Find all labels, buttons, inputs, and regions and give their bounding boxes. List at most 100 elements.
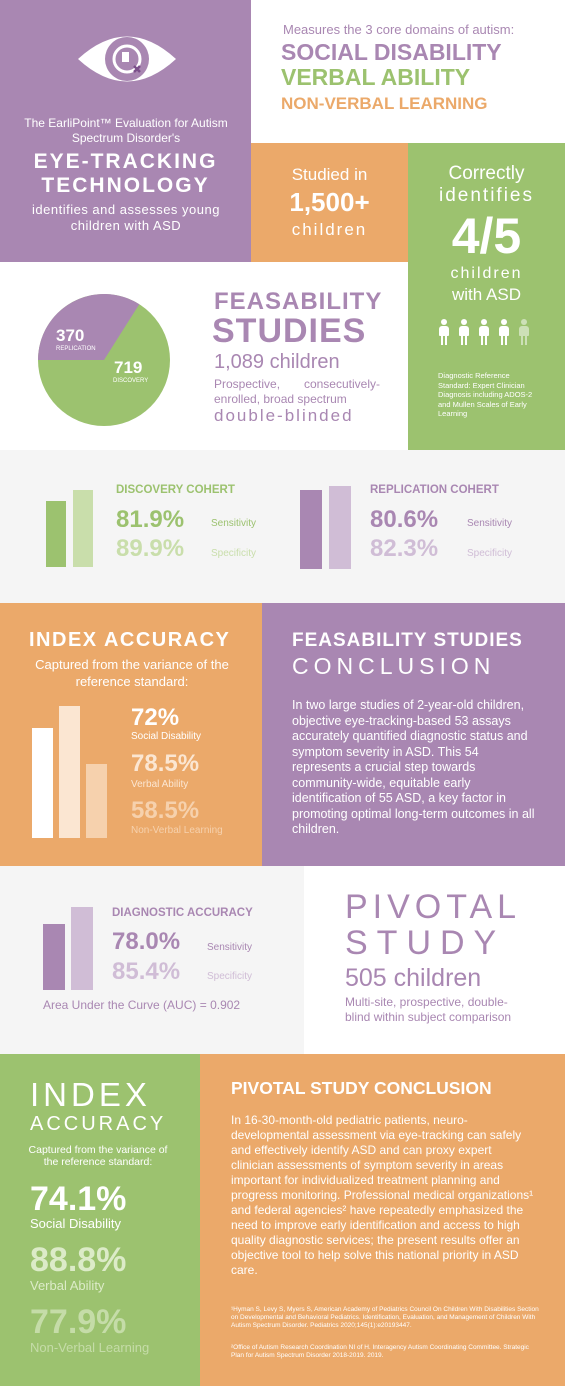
feasibility-panel: 370 REPLICATION 719 DISCOVERY FEASABILIT…	[0, 262, 408, 450]
studied-label-1: Studied in	[291, 165, 368, 184]
conclusion2-title: PIVOTAL STUDY CONCLUSION	[231, 1078, 492, 1098]
person-icon	[518, 319, 530, 345]
index-value-social: 72%	[131, 704, 180, 731]
discovery-specificity-bar	[73, 490, 93, 567]
diagnostic-title: DIAGNOSTIC ACCURACY	[112, 907, 253, 919]
reference-1: ¹Hyman S, Levy S, Myers S, American Acad…	[231, 1306, 539, 1329]
replication-specificity-label: Specificity	[467, 548, 513, 559]
people-icons	[438, 319, 538, 347]
pivotal-conclusion-panel: PIVOTAL STUDY CONCLUSION In 16-30-month-…	[200, 1054, 565, 1386]
index2-label-social: Social Disability	[30, 1216, 122, 1231]
social-disability-bar	[32, 727, 53, 838]
index-accuracy-2-panel: INDEX ACCURACY Captured from the varianc…	[0, 1054, 200, 1386]
discovery-bars	[46, 490, 96, 567]
index-label-social: Social Disability	[131, 731, 202, 742]
index2-value-verbal: 88.8%	[30, 1241, 127, 1279]
person-icon	[498, 319, 510, 345]
discovery-title: DISCOVERY COHERT	[116, 484, 235, 496]
index2-sub: Captured from the variance of the refere…	[28, 1144, 168, 1168]
pie-discovery-label: DISCOVERY	[113, 378, 149, 384]
domain-nonverbal: NON-VERBAL LEARNING	[281, 94, 488, 113]
feasibility-desc: Prospective, consecutively-enrolled, bro…	[214, 377, 380, 406]
replication-sensitivity-bar	[300, 489, 322, 569]
identifies-label-2: identifies	[439, 185, 534, 206]
hero-headline-2: TECHNOLOGY	[41, 174, 210, 197]
feasibility-title-2: STUDIES	[212, 312, 367, 350]
pie-replication-label: REPLICATION	[56, 346, 96, 352]
studied-panel: Studied in 1,500+ children	[251, 143, 408, 262]
feasibility-blinded: double-blinded	[214, 406, 354, 425]
studied-label-2: children	[291, 220, 368, 239]
replication-title: REPLICATION COHERT	[370, 484, 499, 496]
index-label-verbal: Verbal Ability	[131, 779, 189, 790]
index2-value-nonverbal: 77.9%	[30, 1303, 127, 1341]
reference-2: ²Office of Autism Research Coordination …	[231, 1344, 529, 1359]
index-accuracy-bars	[32, 703, 112, 838]
identifies-panel: Correctly identifies 4/5 children with A…	[408, 143, 565, 450]
domains-intro: Measures the 3 core domains of autism:	[283, 22, 515, 37]
diagnostic-bars	[43, 907, 98, 990]
diagnostic-specificity-label: Specificity	[207, 971, 253, 982]
hero-sub: identifies and assesses young children w…	[32, 202, 220, 233]
pie-replication-value: 370	[56, 326, 85, 345]
discovery-sensitivity: 81.9%	[116, 506, 185, 533]
pivotal-count: 505 children	[345, 964, 482, 992]
hero-panel: The EarliPoint™ Evaluation for Autism Sp…	[0, 0, 251, 262]
cohort-pie-chart	[38, 294, 170, 426]
diagnostic-sensitivity-label: Sensitivity	[207, 942, 253, 953]
hero-headline-1: EYE-TRACKING	[33, 150, 218, 173]
person-icon	[478, 319, 490, 345]
domains-panel: Measures the 3 core domains of autism: S…	[251, 0, 565, 143]
identifies-label-1: Correctly	[448, 163, 525, 184]
index-accuracy-panel: INDEX ACCURACY Captured from the varianc…	[0, 603, 262, 866]
identifies-number: 4/5	[451, 208, 522, 264]
eye-logo-icon	[78, 36, 176, 82]
diagnostic-sensitivity: 78.0%	[112, 928, 181, 955]
feasibility-count: 1,089 children	[214, 351, 340, 373]
pivotal-desc: Multi-site, prospective, double-blind wi…	[345, 995, 512, 1024]
studied-number: 1,500+	[289, 187, 370, 217]
feasibility-title-1: FEASABILITY	[214, 288, 383, 315]
pivotal-title-1: PIVOTAL	[345, 888, 522, 926]
cohorts-panel: DISCOVERY COHERT 81.9% Sensitivity 89.9%…	[0, 450, 565, 603]
identifies-label-3: children	[450, 265, 523, 282]
pie-slice-replication	[38, 294, 140, 360]
conclusion1-title-2: CONCLUSION	[292, 653, 496, 679]
index2-label-verbal: Verbal Ability	[30, 1278, 105, 1293]
diagnostic-panel: DIAGNOSTIC ACCURACY 78.0% Sensitivity 85…	[0, 866, 304, 1054]
replication-sensitivity: 80.6%	[370, 506, 439, 533]
diagnostic-specificity: 85.4%	[112, 958, 181, 985]
pivotal-panel: PIVOTAL STUDY 505 children Multi-site, p…	[304, 866, 565, 1054]
person-icon	[438, 319, 450, 345]
hero-intro: The EarliPoint™ Evaluation for Autism Sp…	[24, 116, 228, 145]
conclusion2-body: In 16-30-month-old pediatric patients, n…	[231, 1113, 534, 1277]
person-icon	[458, 319, 470, 345]
conclusion1-title-1: FEASABILITY STUDIES	[292, 630, 523, 651]
non-verbal-learning-bar	[86, 764, 107, 838]
index2-title-1: INDEX	[30, 1076, 151, 1113]
identifies-label-4: with ASD	[452, 285, 521, 304]
discovery-specificity: 89.9%	[116, 535, 185, 562]
verbal-ability-bar	[59, 706, 80, 838]
identifies-note: Diagnostic Reference Standard: Expert Cl…	[438, 371, 533, 418]
index-value-verbal: 78.5%	[131, 750, 200, 777]
index-label-nonverbal: Non-Verbal Learning	[131, 825, 223, 836]
domain-verbal: VERBAL ABILITY	[281, 64, 471, 90]
index2-value-social: 74.1%	[30, 1180, 127, 1218]
diagnostic-sensitivity-bar	[43, 924, 65, 990]
index2-title-2: ACCURACY	[30, 1113, 167, 1135]
index-value-nonverbal: 58.5%	[131, 797, 200, 824]
discovery-sensitivity-label: Sensitivity	[211, 518, 257, 529]
diagnostic-specificity-bar	[71, 907, 93, 990]
replication-bars	[300, 486, 355, 569]
index-accuracy-sub: Captured from the variance of the refere…	[35, 657, 229, 689]
conclusion1-body: In two large studies of 2-year-old child…	[292, 698, 535, 836]
discovery-sensitivity-bar	[46, 501, 66, 567]
replication-specificity-bar	[329, 486, 351, 569]
auc-label: Area Under the Curve (AUC) = 0.902	[43, 998, 241, 1012]
pie-discovery-value: 719	[114, 358, 143, 377]
replication-sensitivity-label: Sensitivity	[467, 518, 513, 529]
index-accuracy-title: INDEX ACCURACY	[29, 629, 231, 651]
pivotal-title-2: STUDY	[345, 924, 506, 962]
discovery-specificity-label: Specificity	[211, 548, 257, 559]
